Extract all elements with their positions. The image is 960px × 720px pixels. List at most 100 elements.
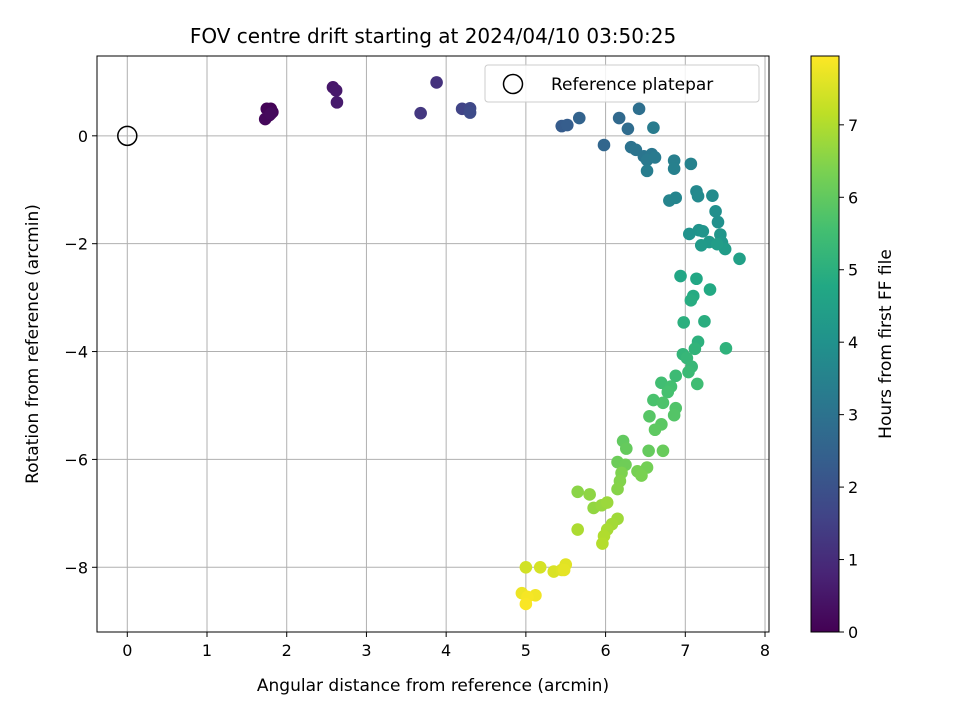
y-tick-label: 0 [78,127,88,146]
colorbar-label: Hours from first FF file [876,249,896,439]
legend-box [484,64,760,103]
scatter-point [647,393,660,407]
colorbar-tick-label: 7 [848,116,858,135]
x-tick-label: 2 [282,641,292,660]
scatter-point [719,342,733,355]
scatter-point [643,409,656,423]
scatter-point [571,523,584,536]
scatter-point [620,442,633,455]
legend-label: Reference platepar [551,75,713,95]
scatter-point [621,122,635,136]
scatter-point [694,239,708,252]
scatter-point [632,102,646,116]
x-axis-label: Angular distance from reference (arcmin) [257,676,609,696]
scatter-point [709,205,722,218]
scatter-point [635,469,648,482]
x-tick-label: 1 [202,641,212,660]
scatter-point [597,138,611,152]
scatter-point [684,294,698,307]
x-tick-label: 6 [600,641,610,660]
scatter-point [611,482,624,496]
scatter-point [690,272,703,286]
scatter-point [682,365,695,379]
x-tick-label: 0 [122,641,132,660]
scatter-point [430,76,443,89]
scatter-point [691,189,705,203]
scatter-point [696,224,710,238]
x-tick-label: 4 [441,641,451,660]
x-axis-ticks: 0 1 2 3 4 5 6 7 8 [122,632,770,660]
scatter-point [330,96,344,109]
scatter-point [656,396,670,410]
colorbar-tick-label: 4 [848,333,858,352]
scatter-point [698,315,711,328]
x-tick-label: 3 [361,641,371,660]
x-tick-label: 5 [521,641,531,660]
reference-marker [117,125,138,147]
scatter-point [690,377,704,391]
scatter-point [612,111,626,125]
scatter-point [648,423,662,437]
scatter-point [703,283,717,296]
colorbar-tick-label: 1 [848,551,858,570]
colorbar-tick-label: 5 [848,261,858,280]
scatter-point [533,560,547,574]
y-tick-label: −2 [64,235,88,254]
scatter-point [682,227,696,241]
scatter-point [463,106,477,119]
legend: Reference platepar [484,64,760,103]
x-tick-label: 8 [760,641,770,660]
colorbar-tick-label: 0 [848,623,858,642]
scatter-point [583,488,596,501]
scatter-point [561,118,574,132]
scatter-point [264,107,278,121]
scatter-point [572,111,586,125]
scatter-point [710,237,724,251]
scatter-point [557,563,571,577]
scatter-point [706,189,719,202]
scatter-point [656,444,670,458]
scatter-point [655,376,668,390]
scatter-point [667,408,681,422]
scatter-point [711,215,725,229]
scatter-point [648,151,662,164]
scatter-point [667,162,681,176]
scatter-point [669,369,683,383]
scatter-point [647,121,660,135]
scatter-point [688,342,702,356]
scatter-point [642,444,655,458]
plot-frame [96,55,770,633]
colorbar: 0 1 2 3 4 5 6 7 Hours from first FF file [810,55,896,642]
colorbar-tick-label: 2 [848,478,858,497]
scatter-point [674,269,687,283]
y-tick-label: −6 [64,450,88,469]
colorbar-tick-label: 6 [848,188,858,207]
reference-point [117,125,138,147]
y-axis-ticks: 0 −2 −4 −6 −8 [64,127,97,577]
grid-lines [97,56,769,632]
scatter-point [684,157,698,171]
colorbar-tick-label: 3 [848,406,858,425]
scatter-point [600,496,614,509]
scatter-point [571,485,584,499]
scatter-point [414,106,427,120]
chart-title: FOV centre drift starting at 2024/04/10 … [190,24,676,48]
colorbar-gradient [810,55,840,633]
x-tick-label: 7 [680,641,690,660]
scatter-point [640,164,654,178]
colorbar-ticks: 0 1 2 3 4 5 6 7 [839,116,858,642]
scatter-point [661,385,675,399]
y-axis-label: Rotation from reference (arcmin) [23,204,43,484]
legend-marker [502,73,524,95]
scatter-point [329,84,343,97]
y-tick-label: −8 [64,558,88,577]
scatter-point [669,191,683,205]
scatter-point [733,252,746,266]
scatter-point [519,597,533,611]
scatter-point [677,316,691,329]
data-points [258,76,746,611]
scatter-point [519,560,533,574]
scatter-point [596,537,609,550]
y-tick-label: −4 [64,343,88,362]
